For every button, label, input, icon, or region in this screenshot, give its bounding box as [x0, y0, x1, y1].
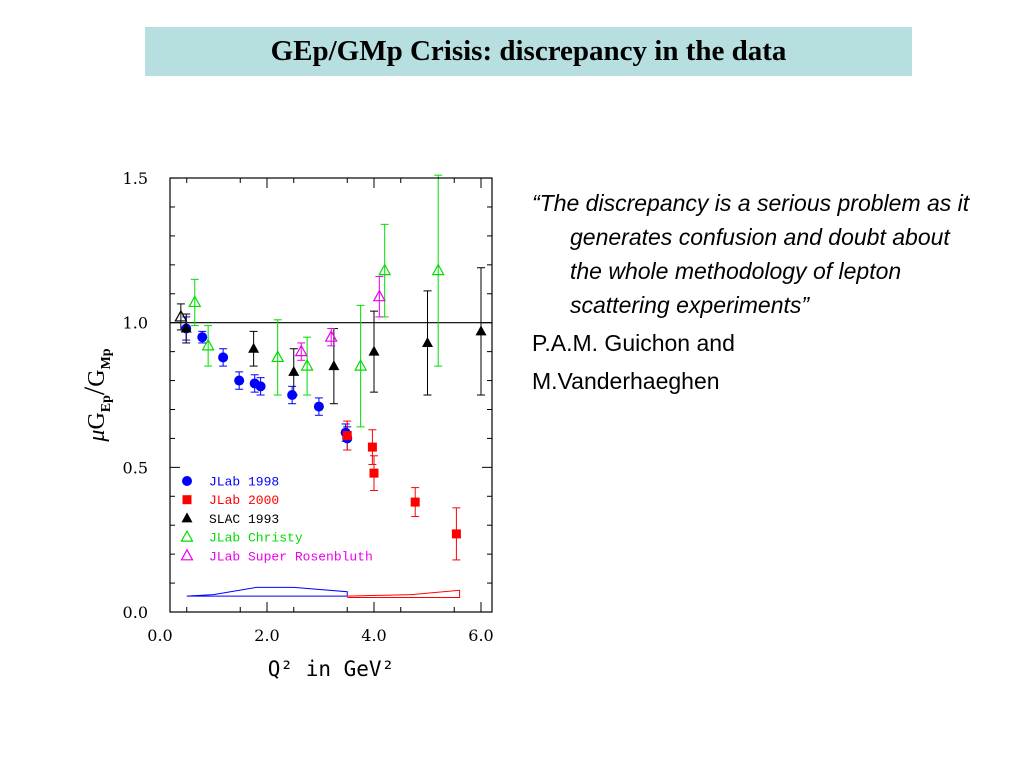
data-point-s1-6 — [255, 381, 266, 392]
title-banner: GEp/GMp Crisis: discrepancy in the data — [145, 27, 912, 76]
data-point-s4-2 — [201, 338, 215, 351]
legend-marker-4 — [180, 529, 194, 542]
y-label-g1: G — [84, 412, 110, 429]
x-tick-label: 6.0 — [468, 626, 493, 645]
data-point-s1-3 — [218, 352, 229, 363]
plot-border — [169, 177, 493, 613]
legend: JLab 1998 JLab 2000 SLAC 1993 JLab Christy J… — [180, 475, 373, 564]
systematic-bands — [186, 586, 461, 599]
legend-label-3: SLAC 1993 — [209, 512, 279, 527]
error-bar-s5-3 — [375, 275, 384, 318]
systematic-band-2 — [347, 589, 461, 599]
legend-label-5: JLab Super Rosenbluth — [209, 549, 373, 564]
data-point-s3-3 — [288, 365, 300, 376]
data-point-s2-1 — [342, 431, 352, 441]
legend-marker-3 — [181, 512, 193, 523]
data-point-s4-1 — [188, 295, 202, 308]
y-tick-label: 1.5 — [123, 169, 148, 188]
error-bar-s4-4 — [303, 336, 312, 396]
data-point-s2-4 — [410, 497, 420, 507]
legend-marker-5 — [180, 548, 194, 561]
legend-label-4: JLab Christy — [209, 531, 303, 546]
data-point-s3-6 — [422, 336, 433, 347]
plot-frame — [169, 177, 493, 613]
error-bar-s4-3 — [273, 319, 282, 396]
x-axis-label: Q² in GeV² — [268, 657, 394, 681]
y-label-g2: G — [84, 369, 110, 386]
axis-ticks: 0.0 0.5 1.0 1.5 0.0 2.0 4.0 6.0 — [123, 169, 494, 645]
error-bar-s4-7 — [434, 174, 443, 367]
y-label-slash: / — [78, 386, 111, 395]
legend-label-1: JLab 1998 — [209, 475, 279, 490]
y-label-sub1: Ep — [99, 395, 114, 412]
data-point-s3-7 — [475, 325, 487, 336]
quote-block: “The discrepancy is a serious problem as… — [532, 186, 972, 398]
data-markers — [174, 263, 487, 539]
x-tick-label: 2.0 — [254, 626, 279, 645]
data-point-s4-4 — [300, 358, 314, 371]
legend-marker-2 — [182, 495, 192, 505]
slide-title: GEp/GMp Crisis: discrepancy in the data — [270, 35, 787, 67]
y-axis-label: μGEp/GMp — [78, 348, 114, 442]
data-point-s1-8 — [313, 401, 324, 412]
x-tick-label: 0.0 — [147, 626, 172, 645]
data-point-s3-1 — [180, 322, 192, 333]
data-point-s4-3 — [271, 350, 285, 363]
legend-label-2: JLab 2000 — [209, 493, 279, 508]
y-tick-label: 0.5 — [123, 458, 148, 477]
y-tick-label: 1.0 — [123, 314, 148, 333]
data-point-s3-2 — [248, 342, 260, 353]
data-point-s5-3 — [372, 289, 386, 302]
error-bar-s4-1 — [190, 278, 199, 327]
data-point-s1-7 — [287, 390, 298, 401]
y-label-mu: μ — [84, 430, 110, 443]
x-tick-label: 4.0 — [361, 626, 386, 645]
data-point-s3-5 — [368, 345, 380, 356]
y-label-sub2: Mp — [99, 348, 114, 369]
quote-text: “The discrepancy is a serious problem as… — [532, 190, 970, 318]
legend-marker-1 — [182, 476, 192, 486]
data-point-s2-5 — [451, 529, 461, 539]
data-point-s1-2 — [197, 332, 208, 343]
author-line-1: P.A.M. Guichon and — [532, 330, 735, 356]
data-point-s2-3 — [369, 468, 379, 478]
error-bar-s4-5 — [356, 304, 365, 428]
data-point-s6-1 — [174, 309, 188, 322]
error-bar-s4-2 — [204, 325, 213, 367]
data-point-s1-4 — [234, 375, 245, 386]
data-point-s5-2 — [324, 329, 338, 342]
svg-text:μGEp/GMp: μGEp/GMp — [78, 348, 114, 442]
y-tick-label: 0.0 — [123, 603, 148, 622]
data-point-s4-5 — [354, 358, 368, 371]
data-point-s4-7 — [431, 263, 445, 276]
data-point-s3-4 — [328, 360, 340, 371]
data-point-s2-2 — [367, 442, 377, 452]
data-point-s5-1 — [294, 344, 308, 357]
systematic-band-1 — [186, 586, 348, 597]
data-point-s4-6 — [378, 263, 392, 276]
author-line-2: M.Vanderhaeghen — [532, 368, 720, 394]
